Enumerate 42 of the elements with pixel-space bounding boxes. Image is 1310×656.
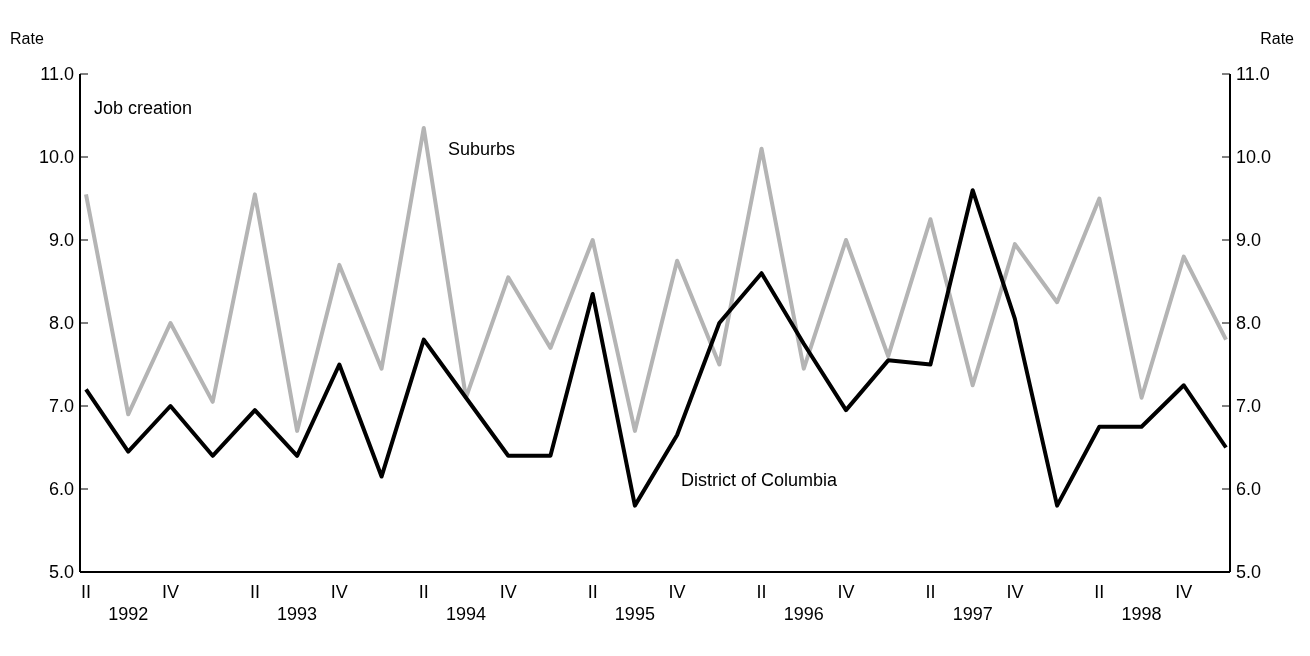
x-tick-label: 1993: [277, 604, 318, 624]
y2-tick-label: 10.0: [1236, 147, 1272, 168]
x-tick-label: II: [587, 582, 598, 602]
annotation: Job creation: [94, 98, 193, 118]
x-tick-label: IV: [1175, 582, 1193, 602]
series-label: Suburbs: [448, 139, 516, 159]
line-series: [84, 125, 1228, 433]
y2-tick-label: 8.0: [1236, 313, 1262, 334]
x-tick-label: 1992: [108, 604, 149, 624]
x-tick-label: IV: [1006, 582, 1024, 602]
x-tick-label: IV: [837, 582, 855, 602]
x-tick-label: II: [1094, 582, 1105, 602]
x-tick-label: 1997: [952, 604, 993, 624]
y2-axis-title: Rate: [1260, 30, 1295, 47]
y-tick-label: 5.0: [48, 562, 74, 583]
x-tick-label: II: [418, 582, 429, 602]
x-tick-label: II: [756, 582, 767, 602]
x-tick-label: 1995: [614, 604, 655, 624]
y-tick-label: 9.0: [48, 230, 74, 251]
x-tick-label: IV: [499, 582, 517, 602]
y-axis-title: Rate: [10, 30, 44, 47]
x-tick-label: 1996: [783, 604, 824, 624]
x-tick-label: IV: [668, 582, 686, 602]
y2-tick-label: 7.0: [1236, 396, 1262, 417]
y2-tick-label: 5.0: [1236, 562, 1262, 583]
y-tick-label: 7.0: [48, 396, 74, 417]
series-label: District of Columbia: [681, 470, 839, 490]
y-tick-label: 8.0: [48, 313, 74, 334]
x-tick-label: 1998: [1121, 604, 1162, 624]
x-tick-label: II: [80, 582, 92, 602]
y-tick-label: 11.0: [40, 64, 74, 85]
x-tick-label: II: [925, 582, 936, 602]
x-tick-label: IV: [161, 582, 179, 602]
x-tick-label: 1994: [445, 604, 487, 624]
x-tick-label: IV: [330, 582, 348, 602]
line-series: [84, 188, 1228, 508]
x-tick-label: II: [249, 582, 260, 602]
y2-tick-label: 11.0: [1236, 64, 1270, 85]
y-tick-label: 6.0: [48, 479, 74, 500]
y-tick-label: 10.0: [38, 147, 74, 168]
y2-tick-label: 9.0: [1236, 230, 1262, 251]
y2-tick-label: 6.0: [1236, 479, 1262, 500]
